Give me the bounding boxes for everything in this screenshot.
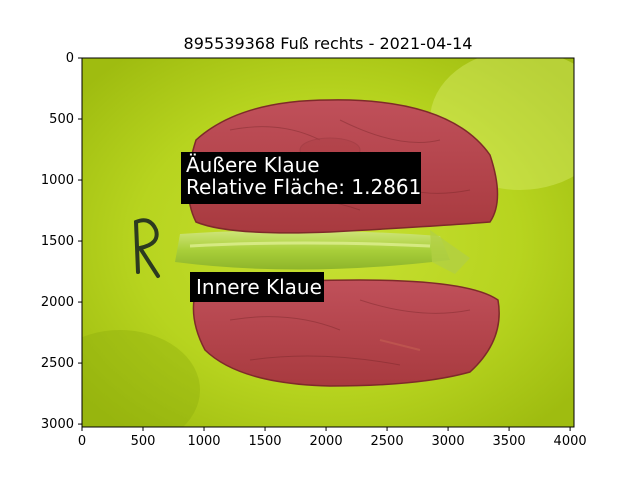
x-tick-label: 0 <box>78 434 86 449</box>
inner-claw-name: Innere Klaue <box>196 275 322 299</box>
shadow-region <box>82 330 200 427</box>
y-tick-label: 3000 <box>41 417 74 432</box>
x-tick-label: 2000 <box>310 434 343 449</box>
inner-claw-overlay <box>192 279 500 387</box>
x-tick-label: 4000 <box>554 434 587 449</box>
inner-claw-label: Innere Klaue <box>190 272 324 302</box>
y-axis: 0 500 1000 1500 2000 2500 3000 <box>41 51 82 432</box>
outer-claw-name: Äußere Klaue <box>186 153 320 177</box>
inner-claw-label-box <box>190 272 324 302</box>
outer-claw-label: Äußere Klaue Relative Fläche: 1.2861 <box>181 152 421 204</box>
x-tick-label: 1000 <box>187 434 220 449</box>
x-tick-label: 3000 <box>432 434 465 449</box>
interdigital-skin <box>175 230 450 270</box>
axes-frame <box>81 57 575 428</box>
inner-claw-texture <box>229 299 471 366</box>
outer-claw-label-box <box>181 152 421 204</box>
x-tick-label: 500 <box>131 434 156 449</box>
y-tick-label: 500 <box>49 112 74 127</box>
relative-area-value: Relative Fläche: 1.2861 <box>186 175 421 199</box>
y-tick-label: 2500 <box>41 356 74 371</box>
x-tick-label: 2500 <box>371 434 404 449</box>
x-axis: 0 500 1000 1500 2000 2500 3000 3500 4000 <box>78 427 587 449</box>
x-tick-label: 3500 <box>493 434 526 449</box>
figure-title: 895539368 Fuß rechts - 2021-04-14 <box>184 34 473 53</box>
y-tick-label: 1500 <box>41 234 74 249</box>
y-tick-label: 2000 <box>41 295 74 310</box>
r-marker-icon <box>133 218 160 278</box>
y-tick-label: 1000 <box>41 173 74 188</box>
x-tick-label: 1500 <box>248 434 281 449</box>
y-tick-label: 0 <box>66 51 74 66</box>
photo <box>82 58 574 427</box>
